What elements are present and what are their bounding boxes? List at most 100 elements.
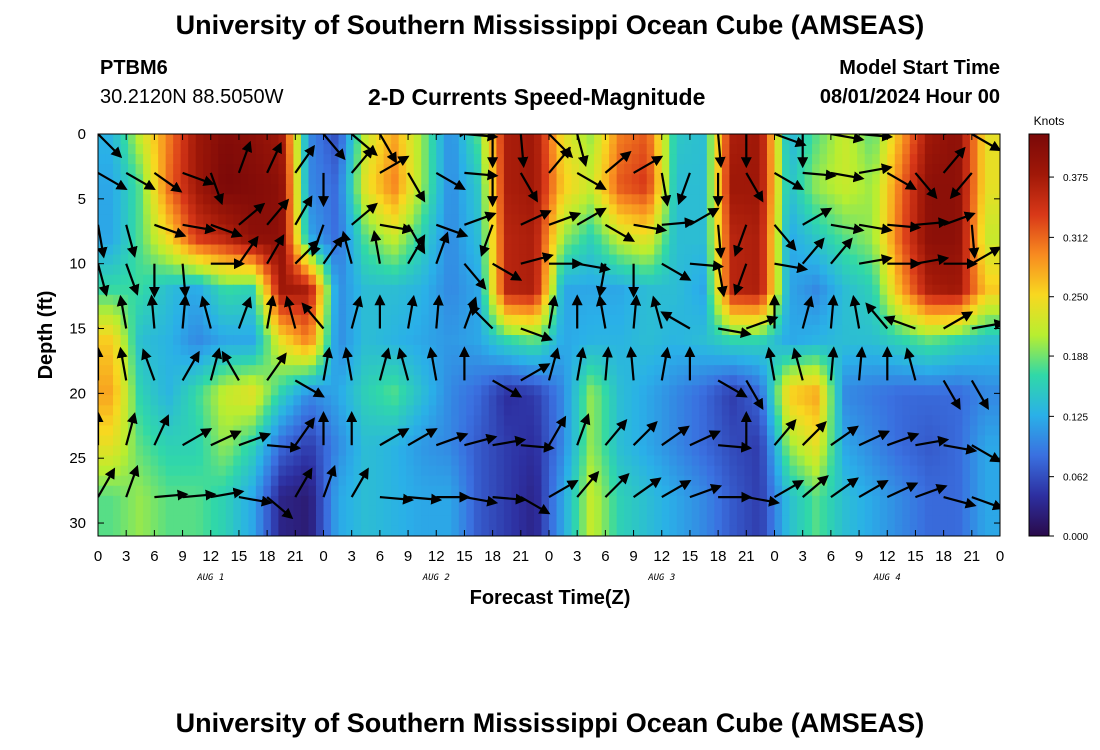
heatmap-cell xyxy=(631,345,640,356)
heatmap-cell xyxy=(834,495,843,507)
heatmap-cell xyxy=(368,335,377,346)
heatmap-cell xyxy=(556,355,565,366)
heatmap-cell xyxy=(331,154,340,165)
heatmap-cell xyxy=(458,324,467,336)
heatmap-cell xyxy=(812,254,821,266)
heatmap-cell xyxy=(954,465,964,477)
heatmap-cell xyxy=(270,445,279,457)
heatmap-cell xyxy=(173,385,182,396)
heatmap-cell xyxy=(564,345,573,356)
heatmap-cell xyxy=(353,234,362,246)
heatmap-cell xyxy=(428,224,437,236)
heatmap-cell xyxy=(361,154,370,165)
heatmap-cell xyxy=(639,425,648,437)
heatmap-cell xyxy=(511,475,520,487)
heatmap-cell xyxy=(556,335,565,346)
heatmap-cell xyxy=(203,495,212,507)
heatmap-cell xyxy=(120,134,129,145)
heatmap-cell xyxy=(984,445,994,457)
heatmap-cell xyxy=(939,274,948,286)
heatmap-cell xyxy=(782,345,791,356)
heatmap-cell xyxy=(481,134,490,145)
heatmap-cell xyxy=(248,515,257,527)
heatmap-cell xyxy=(631,525,640,536)
heatmap-cell xyxy=(609,405,618,416)
heatmap-cell xyxy=(609,134,618,145)
heatmap-cell xyxy=(248,274,257,286)
heatmap-cell xyxy=(751,485,761,497)
heatmap-cell xyxy=(391,274,400,286)
heatmap-cell xyxy=(338,134,347,145)
heatmap-cell xyxy=(564,174,573,185)
heatmap-cell xyxy=(549,435,558,447)
heatmap-cell xyxy=(203,405,212,416)
heatmap-cell xyxy=(173,445,182,457)
heatmap-cell xyxy=(932,174,941,185)
current-vector xyxy=(943,134,978,136)
heatmap-cell xyxy=(939,385,948,396)
heatmap-cell xyxy=(443,345,452,356)
heatmap-cell xyxy=(308,204,317,215)
heatmap-cell xyxy=(789,164,798,175)
heatmap-cell xyxy=(428,204,437,215)
heatmap-cell xyxy=(954,254,964,266)
heatmap-cell xyxy=(120,465,129,477)
heatmap-cell xyxy=(203,435,212,447)
heatmap-cell xyxy=(436,194,445,205)
heatmap-cell xyxy=(270,425,279,437)
heatmap-cell xyxy=(105,304,114,316)
heatmap-cell xyxy=(278,425,287,437)
current-vector xyxy=(689,134,693,135)
heatmap-cell xyxy=(782,415,791,427)
heatmap-cell xyxy=(293,425,302,437)
heatmap-cell xyxy=(827,385,836,396)
heatmap-cell xyxy=(639,304,648,316)
heatmap-cell xyxy=(744,345,753,356)
heatmap-cell xyxy=(143,194,152,205)
heatmap-cell xyxy=(150,164,159,175)
heatmap-cell xyxy=(346,134,355,145)
heatmap-cell xyxy=(428,154,437,165)
heatmap-cell xyxy=(120,445,129,457)
heatmap-cell xyxy=(383,495,392,507)
heatmap-cell xyxy=(894,194,903,205)
heatmap-cell xyxy=(120,485,129,497)
heatmap-cell xyxy=(488,345,497,356)
heatmap-cell xyxy=(436,385,445,396)
heatmap-cell xyxy=(857,455,866,467)
heatmap-cell xyxy=(586,154,595,165)
current-vector xyxy=(630,294,642,329)
heatmap-cell xyxy=(346,164,355,175)
heatmap-cell xyxy=(631,395,640,406)
heatmap-cell xyxy=(834,144,843,155)
heatmap-cell xyxy=(383,134,392,145)
heatmap-cell xyxy=(691,304,700,316)
heatmap-cell xyxy=(511,204,520,215)
heatmap-cell xyxy=(270,304,279,316)
heatmap-cell xyxy=(947,365,956,376)
heatmap-cell xyxy=(954,415,964,427)
heatmap-cell xyxy=(443,214,452,226)
heatmap-cell xyxy=(939,244,948,256)
heatmap-cell xyxy=(706,144,715,155)
heatmap-cell xyxy=(346,445,355,457)
heatmap-cell xyxy=(609,385,618,396)
heatmap-cell xyxy=(473,194,482,205)
heatmap-cell xyxy=(105,134,114,145)
current-vector xyxy=(827,294,839,329)
heatmap-cell xyxy=(977,164,986,175)
heatmap-cell xyxy=(962,395,971,406)
heatmap-cell xyxy=(338,164,347,175)
heatmap-cell xyxy=(782,144,791,155)
heatmap-cell xyxy=(609,345,618,356)
heatmap-cell xyxy=(300,294,310,306)
heatmap-cell xyxy=(541,385,550,396)
heatmap-cell xyxy=(894,415,903,427)
heatmap-cell xyxy=(353,284,362,296)
heatmap-cell xyxy=(894,515,903,527)
heatmap-cell xyxy=(443,284,452,296)
heatmap-cell xyxy=(579,174,588,185)
heatmap-cell xyxy=(173,375,182,386)
heatmap-cell xyxy=(391,415,400,427)
heatmap-cell xyxy=(909,154,918,165)
